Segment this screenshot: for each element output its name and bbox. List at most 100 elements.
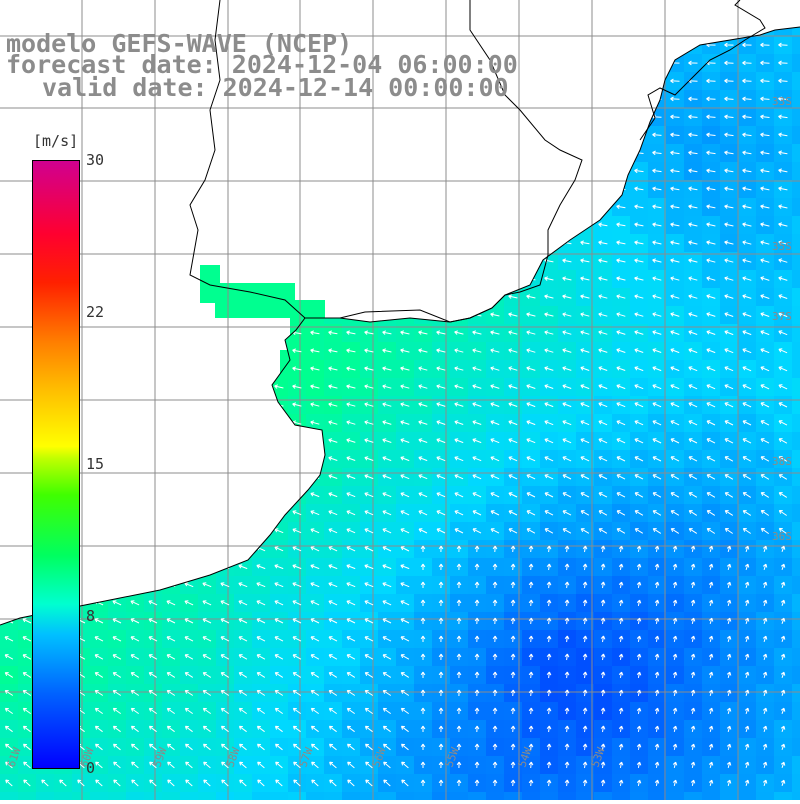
wind-arrow-icon: [544, 222, 554, 227]
wind-arrow-icon: [220, 600, 230, 606]
wind-arrow-icon: [760, 222, 770, 227]
wind-arrow-icon: [598, 456, 608, 462]
wind-cell: [126, 792, 145, 800]
wind-cell: [450, 216, 469, 235]
wind-arrow-icon: [400, 492, 410, 498]
wind-arrow-icon: [274, 618, 284, 624]
wind-arrow-icon: [275, 779, 283, 787]
wind-cell: [486, 252, 505, 271]
wind-arrow-icon: [382, 42, 392, 48]
wind-arrow-icon: [544, 438, 554, 444]
wind-arrow-icon: [546, 743, 552, 751]
wind-arrow-icon: [346, 348, 356, 353]
wind-cell: [378, 144, 397, 163]
wind-cell: [108, 216, 127, 235]
wind-arrow-icon: [148, 366, 158, 371]
wind-arrow-icon: [346, 707, 355, 715]
wind-cell: [198, 234, 217, 253]
wind-cell: [144, 468, 163, 487]
wind-arrow-icon: [778, 510, 787, 516]
wind-arrow-icon: [724, 330, 734, 336]
wind-arrow-icon: [706, 402, 716, 408]
wind-arrow-icon: [256, 222, 266, 228]
wind-arrow-icon: [310, 114, 320, 120]
wind-arrow-icon: [490, 312, 500, 317]
wind-arrow-icon: [742, 366, 752, 372]
wind-arrow-icon: [688, 294, 698, 299]
wind-arrow-icon: [274, 168, 284, 174]
wind-arrow-icon: [780, 743, 786, 750]
wind-arrow-icon: [508, 186, 518, 192]
wind-arrow-icon: [562, 168, 572, 174]
wind-cell: [144, 792, 163, 800]
wind-cell: [450, 27, 469, 37]
wind-arrow-icon: [94, 672, 104, 678]
wind-arrow-icon: [652, 186, 662, 191]
wind-cell: [450, 0, 469, 19]
wind-arrow-icon: [328, 474, 338, 479]
wind-arrow-icon: [724, 204, 734, 209]
wind-cell: [450, 270, 469, 289]
wind-cell: [126, 234, 145, 253]
wind-arrow-icon: [420, 761, 426, 768]
wind-arrow-icon: [600, 707, 606, 715]
wind-arrow-icon: [742, 258, 752, 263]
wind-arrow-icon: [328, 420, 338, 425]
wind-arrow-icon: [382, 456, 392, 462]
wind-arrow-icon: [148, 618, 158, 624]
wind-arrow-icon: [616, 438, 626, 444]
wind-arrow-icon: [347, 779, 355, 787]
wind-arrow-icon: [528, 725, 534, 733]
wind-arrow-icon: [328, 654, 338, 660]
wind-arrow-icon: [760, 240, 770, 245]
wind-arrow-icon: [4, 654, 14, 660]
wind-cell: [198, 396, 217, 415]
wind-arrow-icon: [544, 186, 554, 192]
wind-cell: [180, 144, 199, 163]
wind-arrow-icon: [94, 133, 104, 138]
wind-cell: [774, 27, 793, 37]
wind-cell: [180, 252, 199, 271]
wind-arrow-icon: [780, 707, 786, 714]
wind-arrow-icon: [706, 312, 716, 317]
wind-arrow-icon: [346, 564, 356, 570]
wind-cell: [288, 126, 307, 145]
wind-cell: [270, 432, 289, 451]
wind-arrow-icon: [544, 42, 554, 48]
wind-arrow-icon: [400, 204, 410, 210]
wind-arrow-icon: [292, 600, 302, 606]
wind-arrow-icon: [582, 671, 588, 679]
wind-arrow-icon: [724, 222, 734, 227]
wind-arrow-icon: [616, 168, 626, 174]
wind-arrow-icon: [724, 168, 734, 173]
wind-arrow-icon: [454, 528, 464, 534]
wind-cell: [270, 144, 289, 163]
wind-arrow-icon: [310, 132, 320, 138]
wind-cell: [126, 468, 145, 487]
wind-cell: [792, 468, 800, 487]
wind-arrow-icon: [202, 690, 212, 696]
wind-arrow-icon: [454, 150, 464, 156]
wind-arrow-icon: [400, 528, 410, 534]
wind-arrow-icon: [744, 563, 750, 571]
wind-arrow-icon: [94, 115, 104, 120]
wind-arrow-icon: [708, 725, 714, 733]
wind-cell: [72, 108, 91, 127]
wind-cell: [792, 576, 800, 595]
wind-arrow-icon: [166, 420, 176, 425]
wind-cell: [108, 306, 127, 325]
wind-arrow-icon: [564, 707, 570, 715]
wind-arrow-icon: [438, 725, 444, 733]
wind-arrow-icon: [760, 312, 770, 317]
wind-arrow-icon: [364, 312, 374, 317]
wind-arrow-icon: [184, 294, 194, 300]
wind-arrow-icon: [148, 132, 158, 138]
wind-arrow-icon: [742, 276, 752, 281]
wind-arrow-icon: [5, 761, 13, 769]
wind-cell: [288, 108, 307, 127]
wind-arrow-icon: [94, 725, 103, 733]
wind-cell: [162, 144, 181, 163]
wind-cell: [288, 180, 307, 199]
wind-arrow-icon: [148, 582, 158, 588]
wind-arrow-icon: [166, 204, 176, 210]
